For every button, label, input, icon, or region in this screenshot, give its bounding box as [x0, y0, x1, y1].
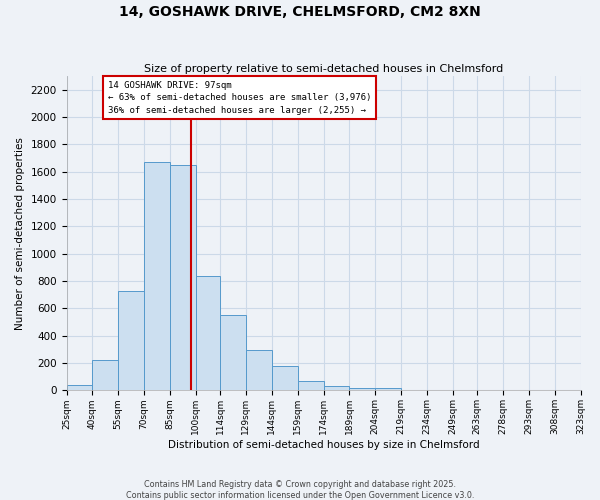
Bar: [67, 385, 92, 390]
Bar: [170, 165, 196, 390]
Text: 14 GOSHAWK DRIVE: 97sqm
← 63% of semi-detached houses are smaller (3,976)
36% of: 14 GOSHAWK DRIVE: 97sqm ← 63% of semi-de…: [107, 81, 371, 115]
Bar: [196, 276, 220, 390]
Text: 14, GOSHAWK DRIVE, CHELMSFORD, CM2 8XN: 14, GOSHAWK DRIVE, CHELMSFORD, CM2 8XN: [119, 5, 481, 19]
Bar: [144, 162, 170, 390]
Bar: [349, 388, 375, 390]
Title: Size of property relative to semi-detached houses in Chelmsford: Size of property relative to semi-detach…: [144, 64, 503, 74]
Bar: [92, 360, 118, 390]
Bar: [323, 386, 349, 390]
Bar: [272, 366, 298, 390]
Text: Contains HM Land Registry data © Crown copyright and database right 2025.
Contai: Contains HM Land Registry data © Crown c…: [126, 480, 474, 500]
Bar: [375, 388, 401, 390]
Y-axis label: Number of semi-detached properties: Number of semi-detached properties: [15, 137, 25, 330]
Bar: [298, 381, 323, 390]
Bar: [220, 314, 246, 390]
X-axis label: Distribution of semi-detached houses by size in Chelmsford: Distribution of semi-detached houses by …: [168, 440, 479, 450]
Bar: [246, 350, 272, 391]
Bar: [118, 292, 144, 390]
